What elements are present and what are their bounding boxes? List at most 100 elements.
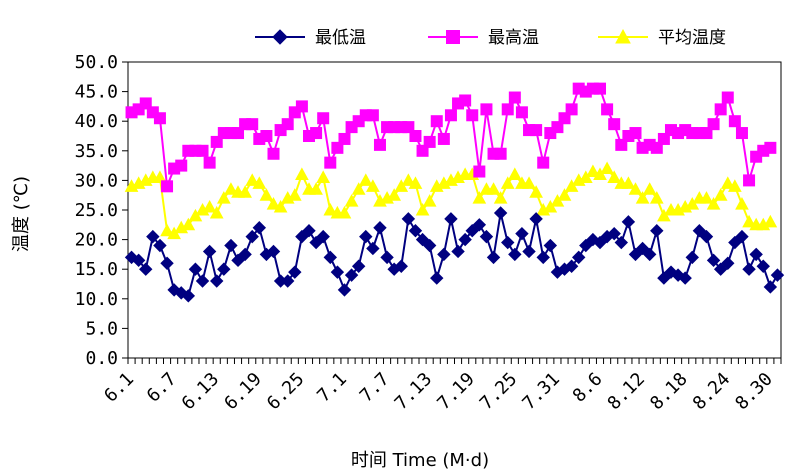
data-point: [415, 202, 430, 216]
data-point: [267, 147, 280, 160]
data-point: [309, 235, 323, 250]
data-point: [423, 135, 436, 148]
data-point: [522, 176, 536, 189]
y-axis: 0.0 5.0 10.0 15.0 20.0 25.0 30.0 35.0 40.0 45.0 50…: [75, 52, 128, 369]
data-point: [500, 176, 515, 189]
data-point: [402, 121, 415, 134]
data-point: [608, 118, 621, 131]
data-point: [501, 103, 514, 116]
data-point: [408, 224, 423, 238]
x-tick-label: 6.13: [178, 369, 224, 415]
data-point: [373, 221, 387, 235]
data-point: [266, 197, 281, 210]
x-tick-label: 7.7: [356, 369, 394, 407]
data-point: [260, 130, 273, 142]
data-point: [572, 250, 586, 265]
data-point: [153, 238, 167, 253]
data-point: [459, 94, 472, 107]
data-point: [614, 235, 629, 250]
data-point: [472, 191, 487, 204]
x-tick-label: 6.19: [220, 369, 266, 415]
data-point: [600, 161, 614, 175]
data-point: [508, 91, 521, 104]
data-point: [337, 205, 352, 219]
y-tick-label: 40.0: [75, 111, 118, 132]
data-point: [628, 247, 643, 262]
x-tick-label: 8.30: [731, 369, 777, 415]
data-point: [302, 224, 316, 238]
data-point: [146, 229, 160, 244]
data-point: [565, 103, 578, 116]
data-point: [358, 173, 373, 186]
legend-label: 最低温: [315, 28, 366, 48]
data-point: [558, 112, 571, 125]
data-point: [175, 159, 188, 172]
y-tick-label: 5.0: [85, 318, 118, 339]
x-tick-label: 6.25: [263, 369, 309, 415]
data-point: [742, 214, 756, 228]
x-tick-label: 7.1: [313, 369, 351, 407]
data-point: [657, 132, 670, 145]
data-point: [139, 97, 152, 110]
data-point: [763, 280, 778, 294]
data-point: [288, 265, 302, 279]
data-point: [685, 250, 699, 265]
y-tick-label: 50.0: [75, 52, 118, 73]
data-point: [295, 229, 309, 244]
data-point: [366, 109, 379, 122]
data-point: [551, 121, 564, 134]
data-point: [508, 247, 522, 262]
data-point: [344, 268, 359, 282]
y-tick-label: 0.0: [85, 348, 118, 369]
data-point: [344, 194, 359, 207]
data-point: [131, 253, 146, 268]
data-point: [181, 289, 196, 303]
legend-label: 平均温度: [658, 28, 726, 48]
data-point: [650, 224, 664, 238]
data-point: [607, 170, 622, 183]
data-point: [287, 188, 302, 201]
data-point: [486, 250, 501, 265]
x-tick-label: 8.12: [604, 369, 650, 415]
data-point: [430, 271, 444, 285]
data-point: [252, 176, 267, 189]
data-point: [530, 124, 543, 137]
data-point: [181, 217, 196, 231]
data-point: [699, 191, 714, 204]
x-tick-label: 7.25: [476, 369, 522, 415]
data-point: [444, 212, 458, 226]
data-point: [160, 256, 174, 270]
data-point: [231, 253, 245, 268]
data-point: [479, 229, 494, 244]
data-point: [615, 28, 631, 44]
data-point: [728, 179, 742, 192]
data-point: [743, 174, 756, 187]
data-point: [317, 112, 330, 125]
data-point: [536, 250, 550, 265]
y-axis-title: 温度 (℃): [11, 176, 32, 252]
data-point: [472, 218, 487, 232]
data-point: [713, 262, 728, 276]
data-point: [507, 167, 522, 180]
data-point: [281, 118, 294, 131]
data-point: [210, 274, 224, 288]
data-point: [295, 167, 309, 180]
data-point: [522, 244, 536, 259]
data-point: [195, 274, 210, 288]
data-point: [601, 103, 614, 116]
data-point: [721, 256, 735, 270]
data-point: [621, 176, 636, 189]
data-point: [217, 262, 231, 276]
data-point: [366, 179, 380, 192]
data-point: [316, 229, 330, 244]
data-point: [224, 182, 238, 195]
data-point: [635, 241, 650, 256]
data-point: [650, 141, 663, 154]
x-axis: 6.1 6.76.136.196.25 7.1 7.77.137.197.257.31…: [100, 358, 782, 415]
data-point: [735, 229, 749, 244]
data-point: [153, 170, 167, 183]
data-point: [202, 199, 217, 213]
data-point: [232, 127, 245, 140]
data-point: [615, 138, 628, 151]
data-point: [764, 141, 777, 154]
